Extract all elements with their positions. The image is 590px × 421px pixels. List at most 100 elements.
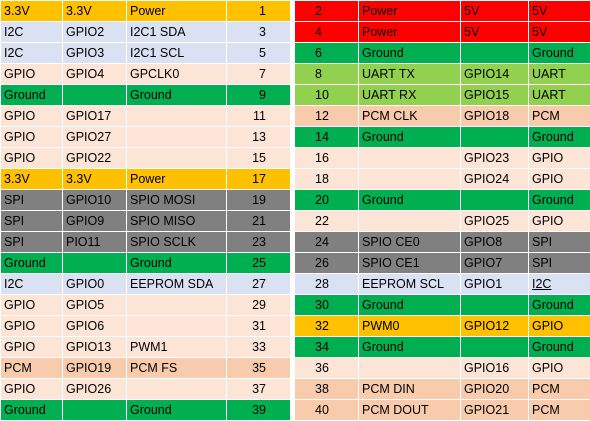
left-function: Ground xyxy=(127,400,227,421)
left-pin-number-text: 29 xyxy=(252,298,266,312)
right-type-text: Ground xyxy=(532,193,574,207)
left-function-text: Ground xyxy=(130,256,172,270)
right-function-text: SPIO CE0 xyxy=(362,235,420,249)
right-type-text: 5V xyxy=(532,25,547,39)
left-function-text: I2C1 SDA xyxy=(130,25,186,39)
right-pin-number-text: 8 xyxy=(315,67,322,81)
right-gpio xyxy=(461,295,529,316)
right-function xyxy=(359,358,461,379)
right-type: Ground xyxy=(529,295,590,316)
right-type: PCM xyxy=(529,106,590,127)
right-gpio: GPIO8 xyxy=(461,232,529,253)
left-type: GPIO xyxy=(1,316,63,337)
right-pin-number-text: 22 xyxy=(315,214,329,228)
right-pin-number-text: 28 xyxy=(315,277,329,291)
left-gpio-text: 3.3V xyxy=(66,4,92,18)
right-gpio: GPIO24 xyxy=(461,169,529,190)
right-function: Ground xyxy=(359,295,461,316)
right-type: 5V xyxy=(529,1,590,22)
left-pin-number: 35 xyxy=(227,358,291,379)
left-pin-number: 31 xyxy=(227,316,291,337)
right-function: Ground xyxy=(359,337,461,358)
left-type-text: SPI xyxy=(4,193,24,207)
left-pin-number-text: 3 xyxy=(259,25,266,39)
left-type-text: I2C xyxy=(4,25,23,39)
left-type: Ground xyxy=(1,85,63,106)
right-function-text: Ground xyxy=(362,130,404,144)
right-type-text: GPIO xyxy=(532,151,563,165)
right-pin-number-text: 40 xyxy=(315,403,329,417)
right-gpio: GPIO21 xyxy=(461,400,529,421)
left-gpio-text: GPIO26 xyxy=(66,382,111,396)
right-type: GPIO xyxy=(529,169,590,190)
left-function-text: Ground xyxy=(130,403,172,417)
left-pin-number-text: 13 xyxy=(252,130,266,144)
left-gpio-text: PIO11 xyxy=(66,235,101,249)
right-type-text: UART xyxy=(532,88,566,102)
right-function: PCM DIN xyxy=(359,379,461,400)
right-type-text: GPIO xyxy=(532,361,563,375)
right-function xyxy=(359,148,461,169)
right-gpio-text: 5V xyxy=(464,25,479,39)
right-pin-number-text: 10 xyxy=(315,88,329,102)
right-gpio: GPIO20 xyxy=(461,379,529,400)
left-function xyxy=(127,316,227,337)
left-pin-number-text: 27 xyxy=(252,277,266,291)
left-function xyxy=(127,379,227,400)
right-pin-number: 2 xyxy=(295,1,359,22)
right-pin-number: 20 xyxy=(295,190,359,211)
left-pin-number-text: 17 xyxy=(252,172,266,186)
right-pin-number-text: 14 xyxy=(315,130,329,144)
left-pin-number: 9 xyxy=(227,85,291,106)
right-pin-number: 40 xyxy=(295,400,359,421)
right-pin-number-text: 24 xyxy=(315,235,329,249)
left-type-text: SPI xyxy=(4,235,24,249)
right-function-text: PCM DOUT xyxy=(362,403,429,417)
right-pin-number-text: 20 xyxy=(315,193,329,207)
right-gpio: GPIO12 xyxy=(461,316,529,337)
right-function-text: PWM0 xyxy=(362,319,400,333)
right-type: PCM xyxy=(529,400,590,421)
right-pin-number-text: 2 xyxy=(315,4,322,18)
right-function: PCM CLK xyxy=(359,106,461,127)
left-type: 3.3V xyxy=(1,169,63,190)
left-type: Ground xyxy=(1,253,63,274)
left-function xyxy=(127,127,227,148)
right-function xyxy=(359,169,461,190)
left-gpio-text: GPIO3 xyxy=(66,46,104,60)
right-pin-number: 6 xyxy=(295,43,359,64)
right-type: 5V xyxy=(529,22,590,43)
right-function: UART TX xyxy=(359,64,461,85)
right-function-text: Ground xyxy=(362,193,404,207)
left-type-text: I2C xyxy=(4,277,23,291)
right-pin-number: 24 xyxy=(295,232,359,253)
left-gpio: GPIO26 xyxy=(63,379,127,400)
left-gpio: GPIO13 xyxy=(63,337,127,358)
left-gpio-text: GPIO19 xyxy=(66,361,111,375)
right-gpio: GPIO23 xyxy=(461,148,529,169)
right-function-text: PCM CLK xyxy=(362,109,418,123)
right-type: Ground xyxy=(529,43,590,64)
left-function-text: I2C1 SCL xyxy=(130,46,184,60)
left-gpio-text: GPIO0 xyxy=(66,277,104,291)
right-function xyxy=(359,211,461,232)
left-type: 3.3V xyxy=(1,1,63,22)
right-gpio-text: GPIO7 xyxy=(464,256,502,270)
left-gpio: GPIO3 xyxy=(63,43,127,64)
left-function: GPCLK0 xyxy=(127,64,227,85)
left-gpio: GPIO10 xyxy=(63,190,127,211)
right-function-text: Ground xyxy=(362,340,404,354)
right-pin-number: 10 xyxy=(295,85,359,106)
left-type: GPIO xyxy=(1,106,63,127)
right-function-text: SPIO CE1 xyxy=(362,256,420,270)
left-type-text: GPIO xyxy=(4,340,35,354)
left-pin-number: 33 xyxy=(227,337,291,358)
left-function: Ground xyxy=(127,85,227,106)
left-function-text: GPCLK0 xyxy=(130,67,179,81)
right-type: GPIO xyxy=(529,148,590,169)
right-type: GPIO xyxy=(529,358,590,379)
